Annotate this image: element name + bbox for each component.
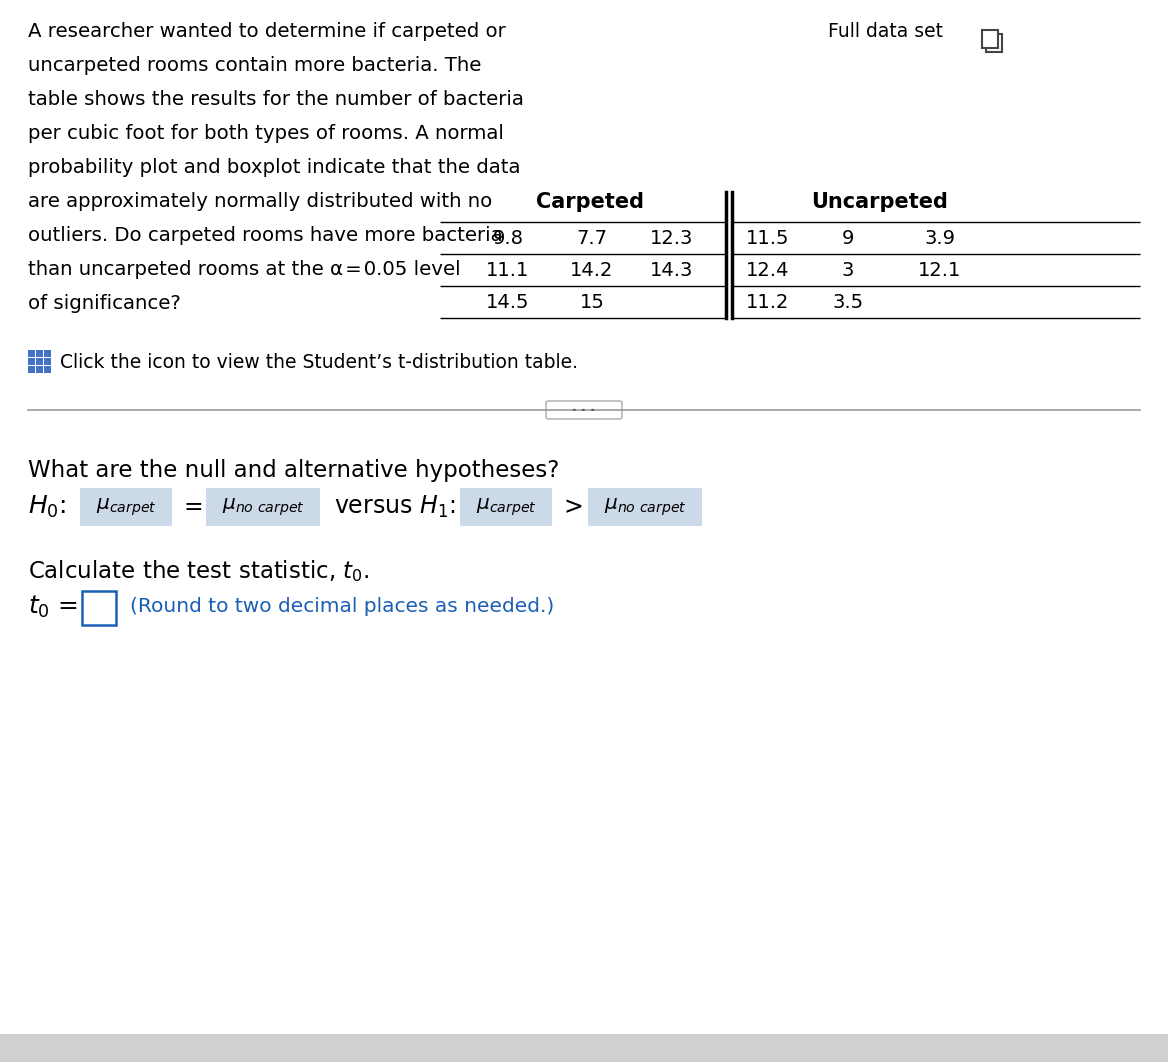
Text: 14.2: 14.2 bbox=[570, 260, 613, 279]
Text: Click the icon to view the Student’s t-distribution table.: Click the icon to view the Student’s t-d… bbox=[60, 353, 578, 372]
Text: are approximately normally distributed with no: are approximately normally distributed w… bbox=[28, 192, 492, 211]
Text: 12.3: 12.3 bbox=[651, 228, 694, 247]
Text: · · ·: · · · bbox=[572, 404, 596, 416]
Text: uncarpeted rooms contain more bacteria. The: uncarpeted rooms contain more bacteria. … bbox=[28, 56, 481, 75]
Bar bbox=[986, 34, 1002, 52]
Text: versus $H_1$:: versus $H_1$: bbox=[334, 494, 456, 520]
Text: $t_0$ =: $t_0$ = bbox=[28, 594, 78, 620]
Text: $H_0$:: $H_0$: bbox=[28, 494, 67, 520]
Text: Carpeted: Carpeted bbox=[536, 192, 644, 212]
Bar bbox=[28, 366, 35, 373]
Text: Calculate the test statistic, $t_0$.: Calculate the test statistic, $t_0$. bbox=[28, 558, 369, 584]
FancyBboxPatch shape bbox=[460, 489, 552, 526]
Text: outliers. Do carpeted rooms have more bacteria: outliers. Do carpeted rooms have more ba… bbox=[28, 226, 502, 245]
Text: Uncarpeted: Uncarpeted bbox=[812, 192, 948, 212]
Text: 14.3: 14.3 bbox=[651, 260, 694, 279]
Text: $\mu_{carpet}$: $\mu_{carpet}$ bbox=[96, 496, 157, 518]
Bar bbox=[982, 30, 997, 48]
Text: 9.8: 9.8 bbox=[493, 228, 523, 247]
Text: of significance?: of significance? bbox=[28, 294, 181, 313]
Text: 7.7: 7.7 bbox=[577, 228, 607, 247]
Text: $\mu_{carpet}$: $\mu_{carpet}$ bbox=[475, 496, 536, 518]
Text: 9: 9 bbox=[842, 228, 854, 247]
Text: 11.1: 11.1 bbox=[486, 260, 529, 279]
Text: per cubic foot for both types of rooms. A normal: per cubic foot for both types of rooms. … bbox=[28, 124, 503, 143]
Bar bbox=[36, 350, 43, 357]
Bar bbox=[82, 590, 116, 626]
Text: 11.5: 11.5 bbox=[746, 228, 790, 247]
Bar bbox=[0, 1034, 1168, 1062]
Text: 14.5: 14.5 bbox=[486, 292, 530, 311]
Text: 11.2: 11.2 bbox=[746, 292, 790, 311]
Bar bbox=[28, 358, 35, 365]
Text: What are the null and alternative hypotheses?: What are the null and alternative hypoth… bbox=[28, 459, 559, 482]
Text: >: > bbox=[564, 495, 584, 519]
Text: 12.1: 12.1 bbox=[918, 260, 961, 279]
Text: table shows the results for the number of bacteria: table shows the results for the number o… bbox=[28, 90, 524, 109]
FancyBboxPatch shape bbox=[206, 489, 320, 526]
FancyBboxPatch shape bbox=[545, 401, 623, 419]
Text: 3.5: 3.5 bbox=[833, 292, 863, 311]
Text: than uncarpeted rooms at the α = 0.05 level: than uncarpeted rooms at the α = 0.05 le… bbox=[28, 260, 460, 279]
Bar bbox=[28, 350, 35, 357]
Text: 15: 15 bbox=[579, 292, 604, 311]
Text: 3.9: 3.9 bbox=[925, 228, 955, 247]
Bar bbox=[44, 350, 51, 357]
Text: $\mu_{no\ carpet}$: $\mu_{no\ carpet}$ bbox=[604, 496, 687, 518]
Bar bbox=[36, 366, 43, 373]
Text: =: = bbox=[185, 495, 203, 519]
Text: 3: 3 bbox=[842, 260, 854, 279]
Text: 12.4: 12.4 bbox=[746, 260, 790, 279]
Text: probability plot and boxplot indicate that the data: probability plot and boxplot indicate th… bbox=[28, 158, 521, 177]
Text: Full data set: Full data set bbox=[828, 22, 943, 41]
Bar bbox=[36, 358, 43, 365]
FancyBboxPatch shape bbox=[588, 489, 702, 526]
Text: (Round to two decimal places as needed.): (Round to two decimal places as needed.) bbox=[130, 598, 555, 617]
Bar bbox=[44, 358, 51, 365]
Text: $\mu_{no\ carpet}$: $\mu_{no\ carpet}$ bbox=[222, 496, 305, 518]
FancyBboxPatch shape bbox=[79, 489, 172, 526]
Bar bbox=[44, 366, 51, 373]
Text: A researcher wanted to determine if carpeted or: A researcher wanted to determine if carp… bbox=[28, 22, 506, 41]
